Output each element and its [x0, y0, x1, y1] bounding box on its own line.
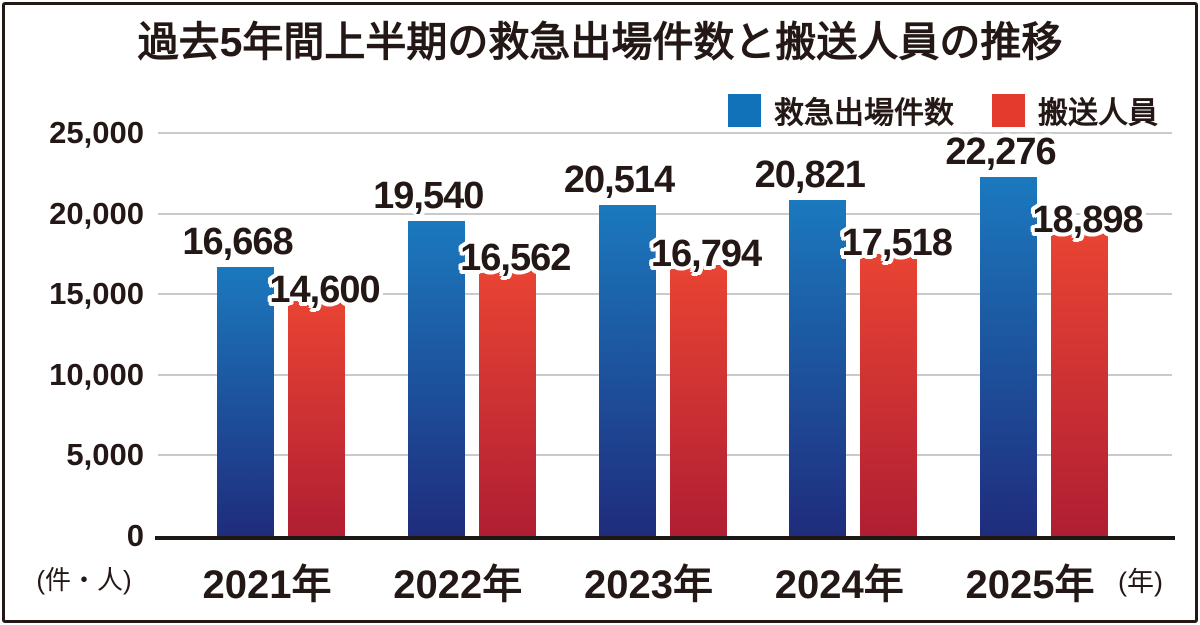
- gridline-10000: [158, 373, 1172, 376]
- x-axis-label-2023年: 2023年: [584, 563, 713, 607]
- gridline-5000: [158, 454, 1172, 457]
- y-axis-tick-label: 10,000: [49, 356, 144, 392]
- bar-dispatches-2021年: [217, 267, 274, 536]
- gridline-20000: [158, 212, 1172, 215]
- legend-label-dispatches: 救急出場件数: [774, 97, 954, 130]
- bar-transported-2025年: [1051, 231, 1108, 536]
- y-axis-tick-label: 15,000: [49, 276, 144, 312]
- bar-transported-2024年: [860, 253, 918, 536]
- value-label-transported-2025年: 18,898: [1032, 199, 1143, 242]
- bar-dispatches-2025年: [980, 176, 1037, 536]
- value-label-dispatches-2021年: 16,668: [182, 221, 293, 264]
- bar-transported-2023年: [669, 265, 727, 536]
- y-axis-tick-label: 0: [126, 518, 144, 553]
- value-label-dispatches-2024年: 20,821: [754, 154, 866, 197]
- y-axis-tick-label: 5,000: [66, 437, 144, 473]
- value-label-dispatches-2023年: 20,514: [563, 159, 675, 202]
- x-axis-label-2024年: 2024年: [774, 563, 904, 607]
- bar-transported-2022年: [478, 269, 536, 536]
- value-label-transported-2022年: 16,562: [460, 237, 571, 280]
- value-label-transported-2024年: 17,518: [841, 221, 953, 264]
- value-label-transported-2023年: 16,794: [650, 233, 762, 276]
- x-axis-label-2022年: 2022年: [393, 563, 523, 607]
- legend-item-dispatches: 救急出場件数: [728, 88, 954, 132]
- x-axis-unit-label: (年): [1118, 567, 1163, 597]
- gridline-15000: [158, 293, 1172, 296]
- x-axis-label-2021年: 2021年: [202, 563, 332, 607]
- legend-item-transported: 搬送人員: [992, 88, 1158, 132]
- y-axis-unit-label: (件・人): [36, 565, 132, 595]
- y-axis-tick-label: 25,000: [49, 115, 144, 150]
- legend-swatch-blue-icon: [728, 93, 761, 127]
- y-axis-tick-label: 20,000: [49, 195, 144, 231]
- value-label-dispatches-2025年: 22,276: [945, 130, 1056, 173]
- legend-swatch-red-icon: [992, 93, 1025, 127]
- legend-label-transported: 搬送人員: [1038, 97, 1158, 130]
- chart-title: 過去5年間上半期の救急出場件数と搬送人員の推移: [137, 19, 1063, 65]
- bar-dispatches-2022年: [407, 221, 465, 536]
- gridline-25000: [158, 132, 1172, 134]
- bar-transported-2021年: [288, 300, 345, 536]
- legend: 救急出場件数 搬送人員: [728, 88, 1158, 132]
- x-axis-baseline: [155, 536, 1175, 540]
- bar-dispatches-2024年: [789, 200, 847, 536]
- value-label-dispatches-2022年: 19,540: [373, 175, 484, 217]
- bar-dispatches-2023年: [598, 205, 656, 536]
- x-axis-label-2025年: 2025年: [965, 563, 1095, 607]
- value-label-transported-2021年: 14,600: [269, 268, 380, 311]
